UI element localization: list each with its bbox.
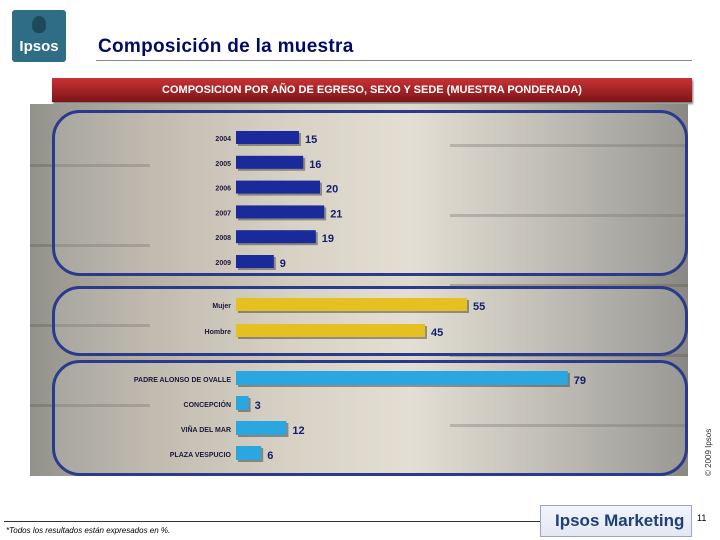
footnote: *Todos los resultados están expresados e… (6, 526, 171, 535)
value-label-sex: 55 (473, 301, 485, 313)
value-label-year: 9 (280, 258, 286, 270)
shelf-line (30, 164, 150, 167)
category-label-sex: Hombre (205, 329, 232, 336)
value-label-year: 15 (305, 134, 317, 146)
category-label-year: 2006 (215, 186, 231, 193)
logo-head-icon (32, 16, 46, 33)
value-label-site: 3 (255, 400, 261, 412)
bar-site (236, 446, 262, 460)
page-number: 11 (697, 513, 707, 523)
logo-text: Ipsos (19, 38, 59, 55)
shelf-line (30, 244, 150, 247)
category-label-site: VIÑA DEL MAR (181, 425, 231, 434)
panel-year (52, 110, 688, 276)
bar-site (236, 371, 568, 385)
category-label-year: 2008 (215, 235, 231, 242)
value-label-year: 20 (326, 184, 338, 196)
shelf-line (30, 324, 150, 327)
value-label-year: 21 (330, 208, 342, 220)
background-photo (30, 104, 688, 476)
category-label-site: PADRE ALONSO DE OVALLE (134, 377, 231, 384)
bar-year (236, 230, 316, 244)
value-label-site: 12 (292, 425, 304, 437)
bar-year (236, 131, 299, 144)
value-label-sex: 45 (431, 327, 443, 339)
category-label-site: PLAZA VESPUCIO (170, 452, 232, 459)
value-label-site: 79 (574, 375, 586, 387)
category-label-year: 2004 (215, 136, 231, 143)
shelf-line (30, 404, 150, 407)
page-title: Composición de la muestra (98, 36, 354, 57)
bar-sex (236, 324, 425, 337)
bar-site (236, 396, 249, 410)
brand-text: Ipsos Marketing (555, 511, 685, 530)
category-label-year: 2009 (215, 260, 231, 267)
value-label-site: 6 (267, 450, 273, 462)
bar-year (236, 255, 274, 268)
shelf-line (450, 424, 688, 427)
chart-banner: COMPOSICION POR AÑO DE EGRESO, SEXO Y SE… (52, 78, 692, 102)
copyright-text: © 2009 Ipsos (704, 428, 713, 476)
bar-year (236, 155, 304, 169)
shelf-line (450, 144, 688, 147)
bar-sex (236, 298, 467, 311)
bar-site (236, 421, 287, 435)
category-label-sex: Mujer (212, 303, 231, 310)
value-label-year: 16 (309, 159, 321, 171)
category-label-year: 2007 (215, 210, 231, 217)
ipsos-logo: Ipsos (12, 10, 66, 62)
bar-year (236, 180, 320, 194)
bar-year (236, 205, 325, 219)
category-label-year: 2005 (215, 161, 231, 168)
value-label-year: 19 (322, 233, 334, 245)
brand-box: Ipsos Marketing (540, 505, 692, 537)
shelf-line (450, 284, 688, 287)
category-label-site: CONCEPCIÓN (184, 400, 231, 409)
shelf-line (450, 214, 688, 217)
footer-divider (4, 521, 540, 522)
title-divider (96, 60, 692, 61)
photo-overlay (30, 104, 688, 476)
panel-sex (52, 286, 688, 356)
